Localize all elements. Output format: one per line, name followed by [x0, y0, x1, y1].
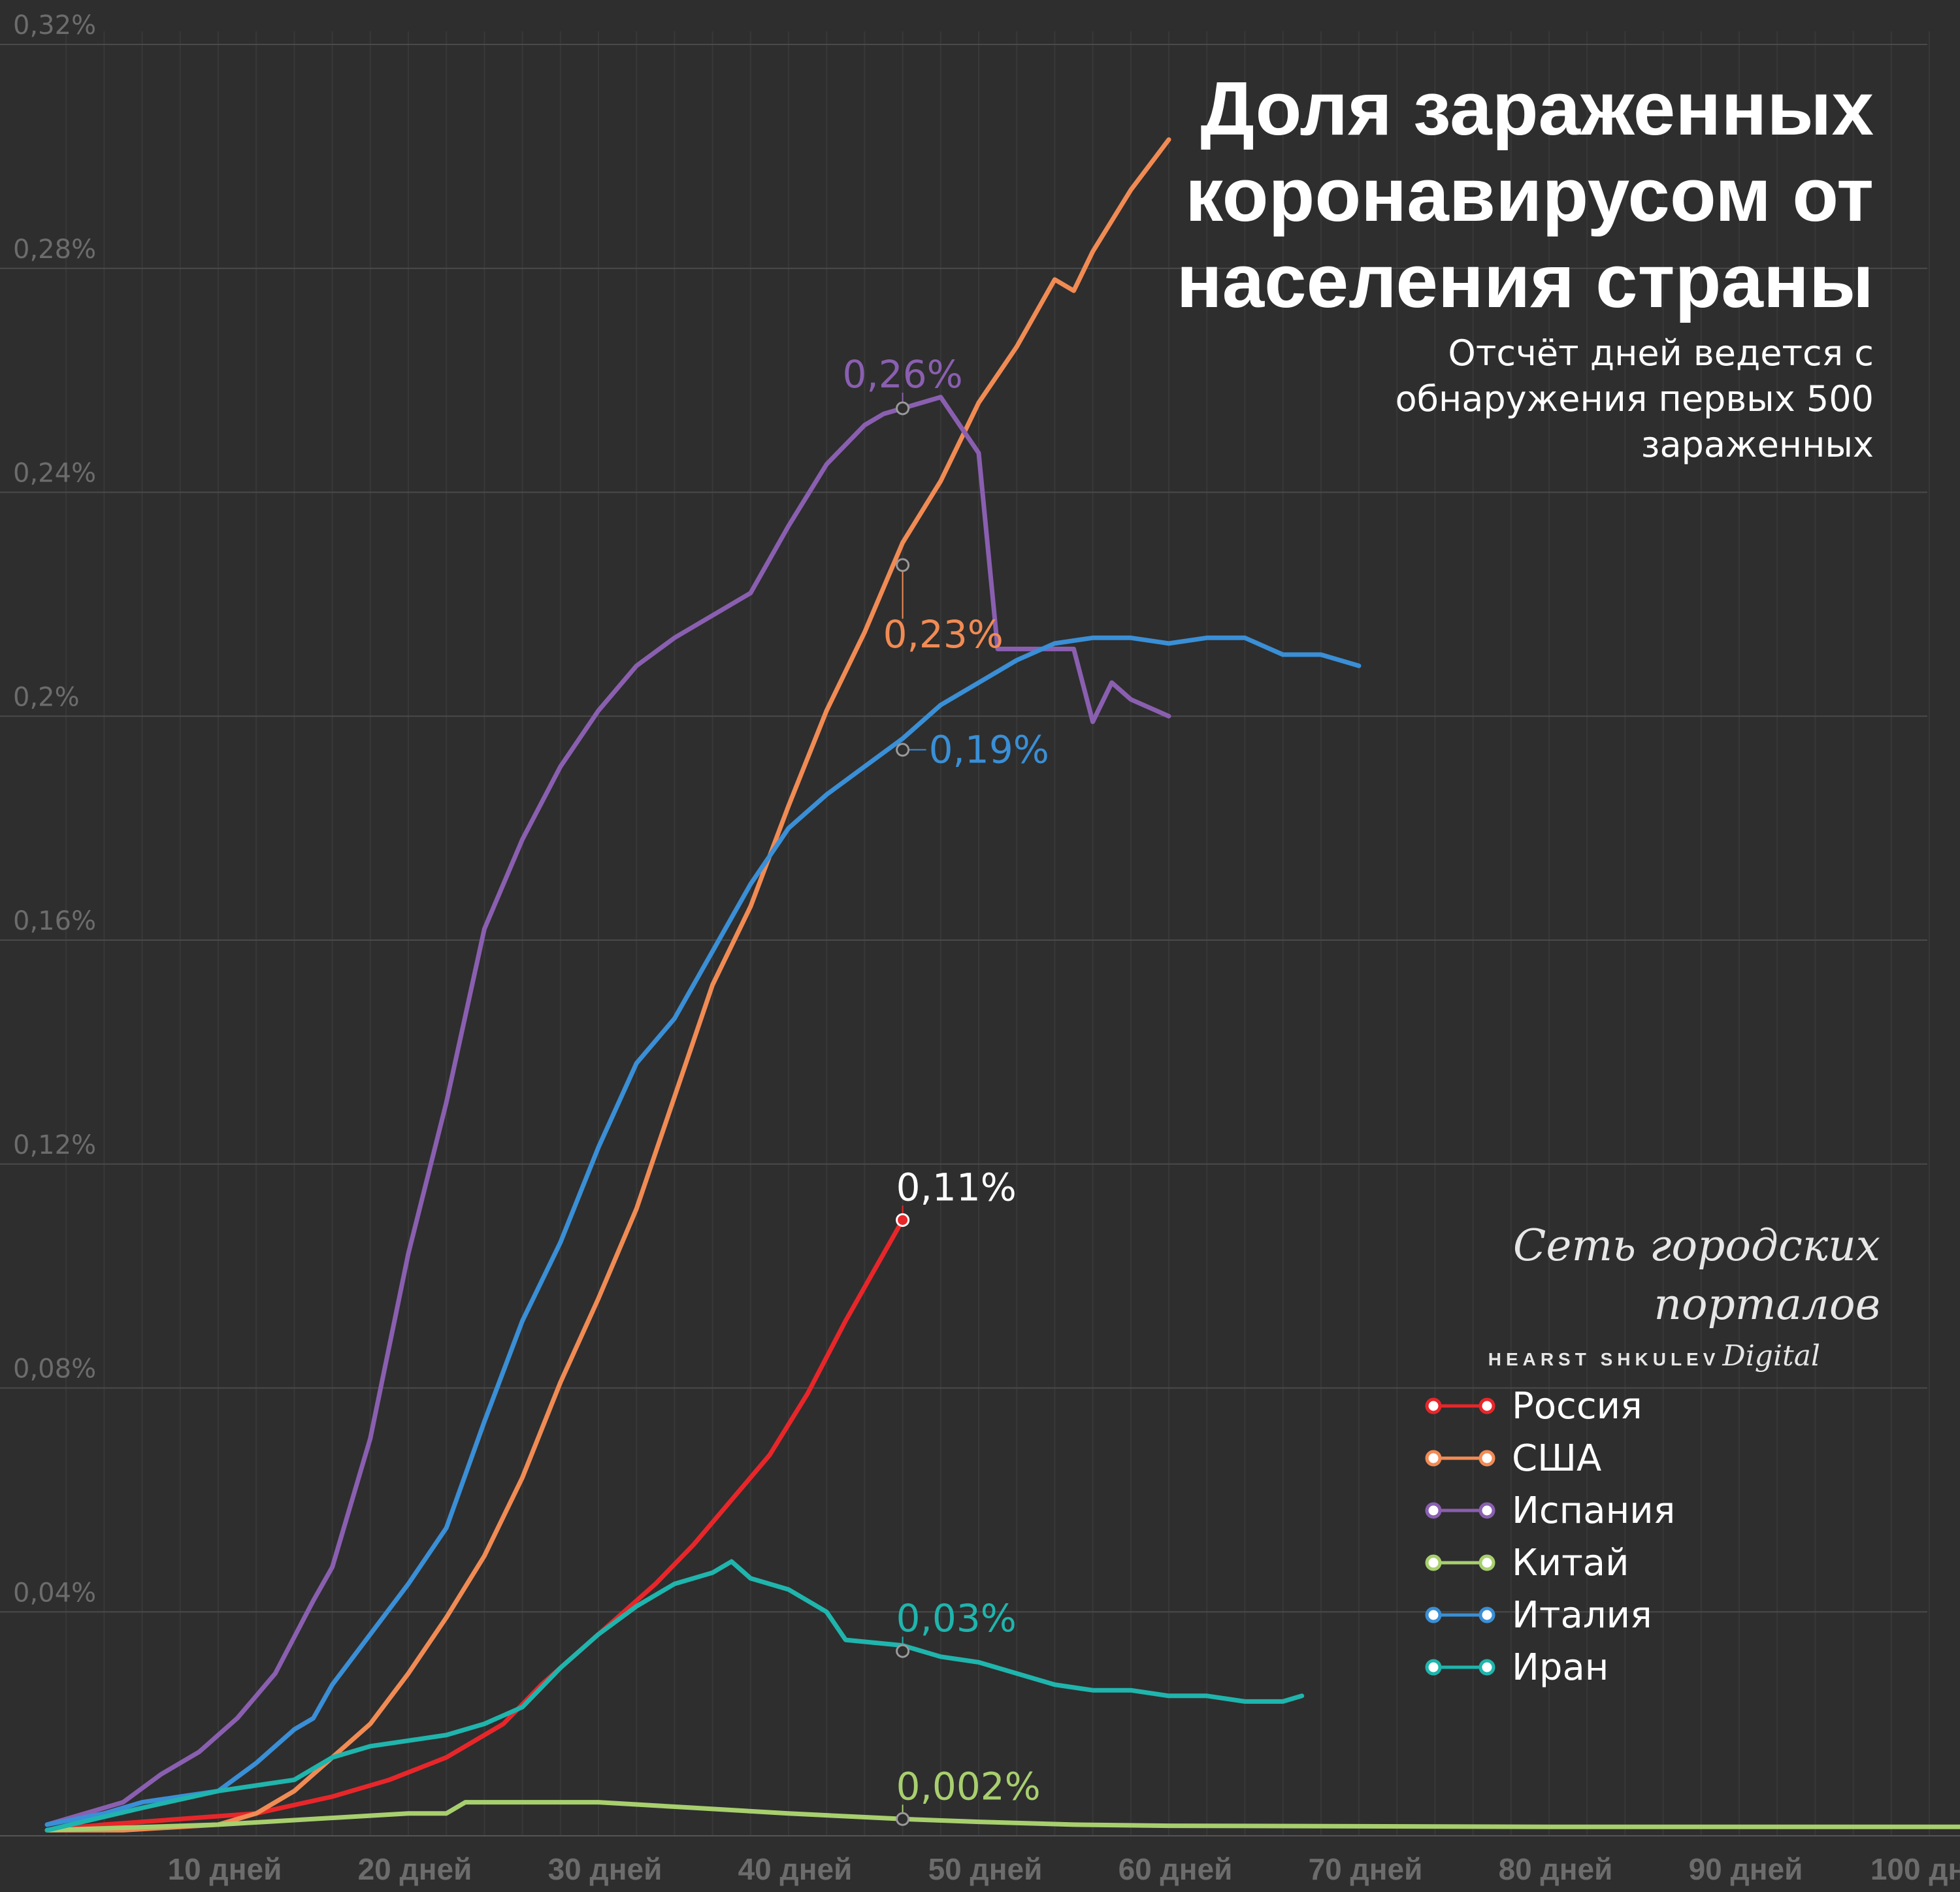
data-label: 0,002% [896, 1764, 1041, 1808]
annotation-dot [896, 1812, 910, 1826]
x-tick-label: 50 дней [928, 1852, 1043, 1886]
y-tick-label: 0,2% [13, 682, 80, 712]
y-tick-label: 0,32% [13, 10, 96, 41]
legend-item: Италия [1424, 1589, 1764, 1641]
vertical-grid [65, 31, 1930, 1836]
legend-label: Россия [1512, 1384, 1642, 1427]
x-tick-label: 100 дней [1870, 1852, 1960, 1886]
chart-subtitle: Отсчёт дней ведется с обнаружения первых… [1395, 333, 1874, 465]
series-line [44, 1217, 906, 1833]
annotations: 0,11% 0,23% 0,26% 0,002% 0,19% 0,03% [842, 352, 1049, 1826]
x-tick-label: 80 дней [1499, 1852, 1613, 1886]
legend-swatch [1425, 1554, 1495, 1571]
brand-suffix: Digital [1722, 1339, 1820, 1373]
series-line [44, 1800, 1960, 1833]
data-label: 0,23% [883, 612, 1004, 657]
legend: Россия США Испания Китай Италия Иран [1424, 1380, 1764, 1693]
series-line [44, 137, 1171, 1833]
data-label: 0,03% [896, 1596, 1017, 1640]
annotation-dot [896, 1644, 910, 1658]
legend-label: Италия [1512, 1593, 1652, 1637]
legend-label: Китай [1512, 1541, 1629, 1584]
legend-label: Испания [1512, 1489, 1676, 1532]
x-tick-label: 20 дней [358, 1852, 472, 1886]
data-label: 0,11% [896, 1165, 1017, 1209]
series-lines [44, 137, 1960, 1833]
legend-item: Иран [1424, 1641, 1764, 1693]
x-tick-label: 70 дней [1309, 1852, 1423, 1886]
legend-item: Испания [1424, 1484, 1764, 1537]
y-tick-label: 0,08% [13, 1354, 96, 1384]
x-tick-label: 60 дней [1119, 1852, 1233, 1886]
legend-label: США [1512, 1437, 1602, 1480]
x-tick-label: 10 дней [168, 1852, 282, 1886]
series-line [44, 395, 1171, 1827]
legend-swatch [1425, 1607, 1495, 1623]
x-tick-label: 40 дней [738, 1852, 853, 1886]
y-tick-label: 0,24% [13, 459, 96, 489]
brand-name: HEARST SHKULEV [1488, 1349, 1720, 1369]
annotation-dot [896, 743, 910, 757]
brand-wordmark: HEARST SHKULEV Digital [1292, 1337, 1820, 1382]
chart-title: Доля зараженных коронавирусом от населен… [1176, 66, 1874, 323]
legend-swatch [1425, 1502, 1495, 1519]
legend-swatch [1425, 1659, 1495, 1676]
x-axis: 10 дней 20 дней 30 дней 40 дней 50 дней 60 дн… [168, 1852, 1960, 1886]
y-tick-label: 0,28% [13, 235, 96, 265]
y-tick-label: 0,04% [13, 1578, 96, 1608]
legend-item: Россия [1424, 1380, 1764, 1432]
annotation-dot [896, 401, 910, 416]
x-tick-label: 30 дней [548, 1852, 662, 1886]
annotation-dot [896, 1213, 910, 1227]
x-tick-label: 90 дней [1689, 1852, 1803, 1886]
legend-swatch [1425, 1397, 1495, 1414]
horizontal-grid: 0,04% 0,08% 0,12% 0,16% 0,2% 0,24% 0,28% 0,32% [0, 10, 1927, 1613]
legend-label: Иран [1512, 1646, 1609, 1689]
brand-logo: Сеть городских порталов HEARST SHKULEV D… [1292, 1216, 1880, 1382]
data-label: 0,19% [929, 728, 1049, 772]
legend-swatch [1425, 1450, 1495, 1467]
data-label: 0,26% [842, 352, 962, 397]
legend-item: США [1424, 1432, 1764, 1484]
y-tick-label: 0,12% [13, 1130, 96, 1160]
y-tick-label: 0,16% [13, 906, 96, 936]
legend-item: Китай [1424, 1537, 1764, 1589]
series-line [44, 635, 1362, 1827]
series-line [44, 1559, 1305, 1833]
annotation-dot [896, 558, 910, 572]
brand-tagline: Сеть городских порталов [1512, 1220, 1880, 1329]
